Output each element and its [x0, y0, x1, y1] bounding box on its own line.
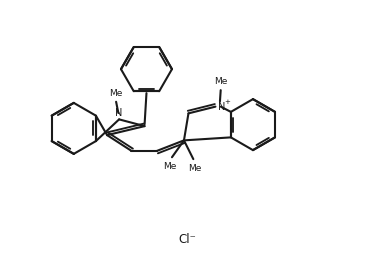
Text: Cl⁻: Cl⁻ — [178, 233, 196, 246]
Text: Me: Me — [109, 89, 123, 98]
Text: +: + — [224, 99, 230, 105]
Text: N: N — [116, 108, 123, 118]
Text: N: N — [218, 102, 226, 112]
Text: Me: Me — [214, 77, 228, 86]
Text: Me: Me — [163, 162, 177, 171]
Text: Me: Me — [189, 164, 202, 173]
